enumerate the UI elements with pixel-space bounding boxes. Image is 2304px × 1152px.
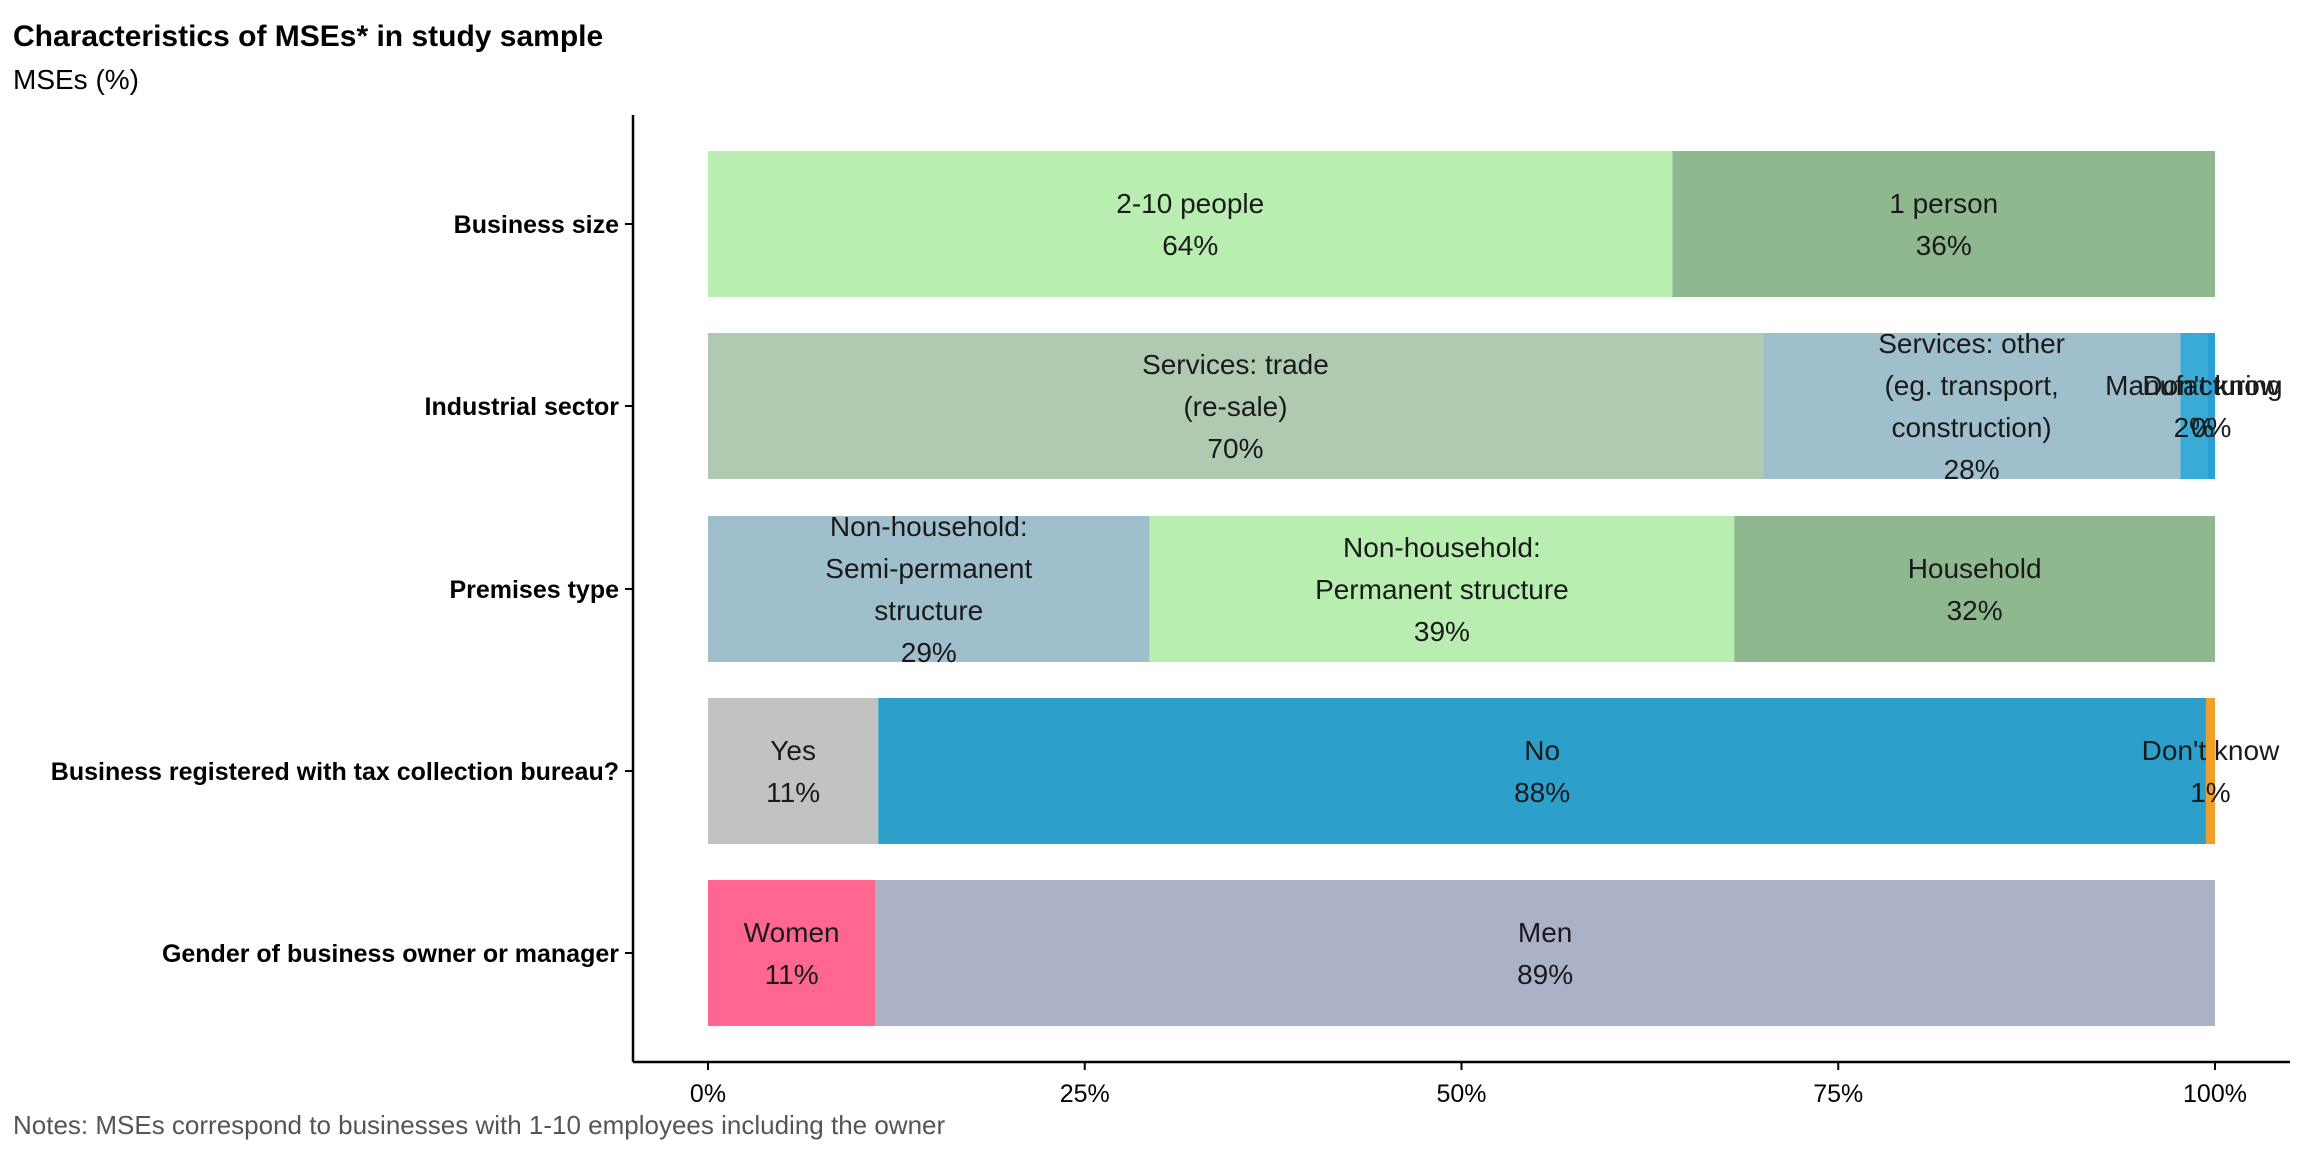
x-tick-label: 0% <box>690 1080 726 1108</box>
segment-label-line: 32% <box>1947 595 2003 626</box>
segment-label-line: construction) <box>1891 412 2051 443</box>
segment-label-line: 39% <box>1414 616 1470 647</box>
category-label: Industrial sector <box>425 393 620 421</box>
segment-label-line: 11% <box>765 959 819 990</box>
bar-segment <box>708 698 879 844</box>
segment-data-label: Household 32% <box>1908 553 2042 626</box>
category-label: Gender of business owner or manager <box>162 940 619 968</box>
segment-label-line: Household <box>1908 553 2042 584</box>
segment-label-line: 1 person <box>1889 188 1998 219</box>
segment-label-line: 11% <box>766 777 820 808</box>
segment-data-label: Men 89% <box>1517 917 1573 990</box>
segment-label-line: 0% <box>2191 412 2231 443</box>
segment-label-line: 2% <box>2174 412 2214 443</box>
segment-label-line: Women <box>744 917 840 948</box>
segment-label-line: Don't know <box>2142 735 2280 766</box>
segment-data-label: Yes 11% <box>766 735 820 808</box>
bar-segment <box>1762 333 2181 479</box>
segment-data-label: 1 person 36% <box>1889 188 1998 261</box>
segment-label-line: No <box>1524 735 1560 766</box>
category-label: Business size <box>454 211 619 239</box>
segment-label-line: Manufacturing <box>2105 370 2282 401</box>
segment-label-line: Services: other <box>1878 328 2065 359</box>
chart-notes: Notes: MSEs correspond to businesses wit… <box>13 1110 946 1140</box>
bar-segment <box>2207 333 2215 479</box>
segment-label-line: Non-household: <box>1343 532 1541 563</box>
bar-segment <box>708 516 1150 662</box>
segment-data-label: Don't know 0% <box>2142 370 2280 443</box>
segment-label-line: Don't know <box>2142 370 2280 401</box>
x-tick-label: 50% <box>1436 1080 1486 1108</box>
segment-label-line: Permanent structure <box>1315 574 1569 605</box>
bar-segment <box>2205 698 2215 844</box>
segment-label-line: 36% <box>1916 230 1972 261</box>
bar-segment <box>875 880 2215 1026</box>
segment-data-label: Services: other (eg. transport, constructi… <box>1878 328 2065 485</box>
segment-label-line: (eg. transport, <box>1884 370 2058 401</box>
segment-label-line: 29% <box>901 637 957 668</box>
x-tick-label: 100% <box>2183 1080 2247 1108</box>
segment-label-line: 89% <box>1517 959 1573 990</box>
segment-data-label: 2-10 people 64% <box>1116 188 1264 261</box>
bar-segment <box>1149 516 1735 662</box>
segment-data-label: Non-household: Permanent structure 39% <box>1315 532 1569 647</box>
segment-label-line: Non-household: <box>830 511 1028 542</box>
x-tick-label: 25% <box>1060 1080 1110 1108</box>
segment-label-line: structure <box>874 595 983 626</box>
chart-title: Characteristics of MSEs* in study sample <box>13 20 604 53</box>
x-tick-label: 75% <box>1813 1080 1863 1108</box>
segment-label-line: Yes <box>770 735 816 766</box>
category-label: Business registered with tax collection … <box>51 758 619 786</box>
segment-label-line: Semi-permanent <box>825 553 1032 584</box>
category-label: Premises type <box>449 576 619 604</box>
bar-segment <box>708 151 1673 297</box>
segment-data-label: Women 11% <box>744 917 840 990</box>
segment-data-label: Don't know 1% <box>2142 735 2280 808</box>
segment-data-label: Non-household: Semi-permanent structure 29% <box>825 511 1032 668</box>
bar-segment <box>708 333 1763 479</box>
segment-data-label: Manufacturing 2% <box>2105 370 2282 443</box>
bar-segment <box>708 880 876 1026</box>
chart-subtitle: MSEs (%) <box>13 64 139 95</box>
segment-label-line: Men <box>1518 917 1572 948</box>
segment-label-line: 70% <box>1207 433 1263 464</box>
segment-label-line: 1% <box>2190 777 2230 808</box>
segment-label-line: 2-10 people <box>1116 188 1264 219</box>
segment-label-line: 88% <box>1514 777 1570 808</box>
segment-data-label: Services: trade (re-sale) 70% <box>1142 349 1329 464</box>
bar-segment <box>878 698 2206 844</box>
bar-segment <box>1672 151 2215 297</box>
segment-data-label: No 88% <box>1514 735 1570 808</box>
segment-label-line: Services: trade <box>1142 349 1329 380</box>
bar-segment <box>2180 333 2208 479</box>
segment-label-line: 64% <box>1162 230 1218 261</box>
bar-segment <box>1734 516 2215 662</box>
segment-label-line: 28% <box>1944 454 2000 485</box>
segment-label-line: (re-sale) <box>1183 391 1287 422</box>
